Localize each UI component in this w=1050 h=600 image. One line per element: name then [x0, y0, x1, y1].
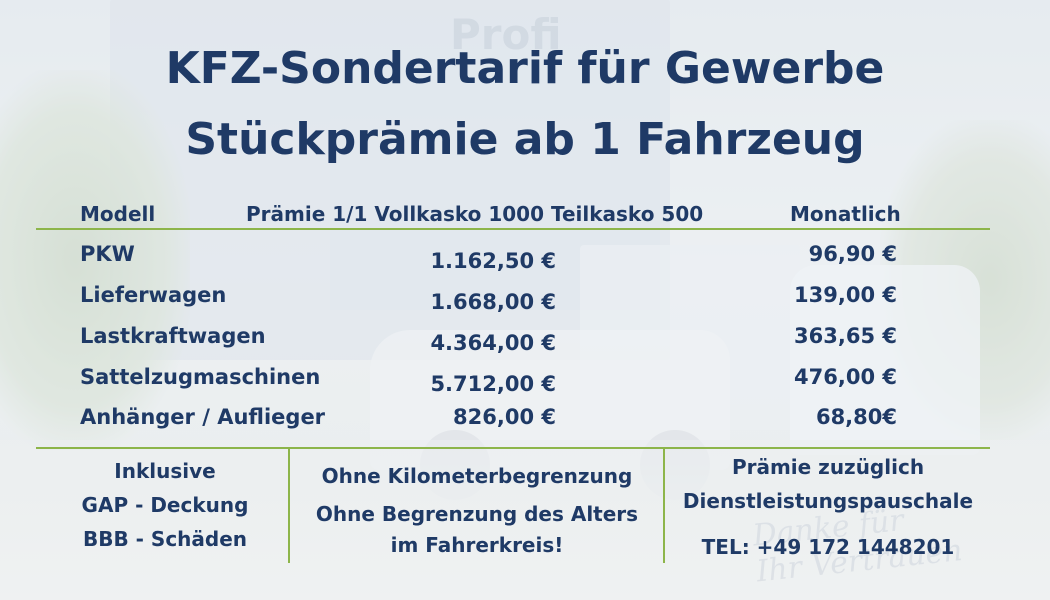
row-monthly: 476,00 € [794, 365, 897, 389]
row-premium: 5.712,00 € [430, 372, 556, 396]
row-monthly: 96,90 € [808, 242, 897, 266]
footer-column-divider [288, 449, 290, 563]
footer-conditions-line: Ohne Begrenzung des Alters [315, 502, 639, 526]
row-premium: 1.668,00 € [430, 290, 556, 314]
header-divider [36, 228, 990, 230]
footer-fees-line: Prämie zuzüglich [731, 455, 925, 479]
footer-fees-line: Dienstleistungspauschale [682, 489, 974, 513]
table-row: Sattelzugmaschinen 5.712,00 € 476,00 € [0, 365, 1050, 405]
table-row: Anhänger / Auflieger 826,00 € 68,80€ [0, 405, 1050, 445]
row-monthly: 363,65 € [794, 324, 897, 348]
footer-conditions-line: im Fahrerkreis! [390, 533, 564, 557]
header-premium: Prämie 1/1 Vollkasko 1000 Teilkasko 500 [246, 202, 704, 226]
footer-inclusions: Inklusive GAP - Deckung BBB - Schäden [60, 454, 270, 556]
row-premium: 1.162,50 € [430, 249, 556, 273]
row-premium: 4.364,00 € [430, 331, 556, 355]
row-monthly: 139,00 € [794, 283, 897, 307]
row-model: Lieferwagen [80, 283, 227, 307]
footer-conditions-line: Ohne Kilometerbegrenzung [321, 464, 633, 488]
title-line-1: KFZ-Sondertarif für Gewerbe [165, 43, 885, 94]
table-row: PKW 1.162,50 € 96,90 € [0, 242, 1050, 282]
row-model: Sattelzugmaschinen [80, 365, 321, 389]
row-premium: 826,00 € [453, 405, 556, 429]
row-model: Anhänger / Auflieger [80, 405, 326, 429]
footer-divider [36, 447, 990, 449]
row-model: Lastkraftwagen [80, 324, 266, 348]
footer-fees: Prämie zuzüglich Dienstleistungspauschal… [668, 450, 988, 564]
title-line-2: Stückprämie ab 1 Fahrzeug [185, 114, 865, 165]
row-monthly: 68,80€ [815, 405, 897, 429]
table-row: Lieferwagen 1.668,00 € 139,00 € [0, 283, 1050, 323]
footer-inclusions-line: Inklusive [114, 459, 216, 483]
row-model: PKW [80, 242, 135, 266]
footer-conditions: Ohne Kilometerbegrenzung Ohne Begrenzung… [292, 459, 662, 561]
header-model: Modell [80, 202, 156, 226]
footer-inclusions-line: BBB - Schäden [82, 527, 248, 551]
header-monthly: Monatlich [790, 202, 901, 226]
footer-inclusions-line: GAP - Deckung [81, 493, 249, 517]
table-row: Lastkraftwagen 4.364,00 € 363,65 € [0, 324, 1050, 364]
footer-column-divider [663, 449, 665, 563]
phone-number: TEL: +49 172 1448201 [701, 535, 955, 559]
